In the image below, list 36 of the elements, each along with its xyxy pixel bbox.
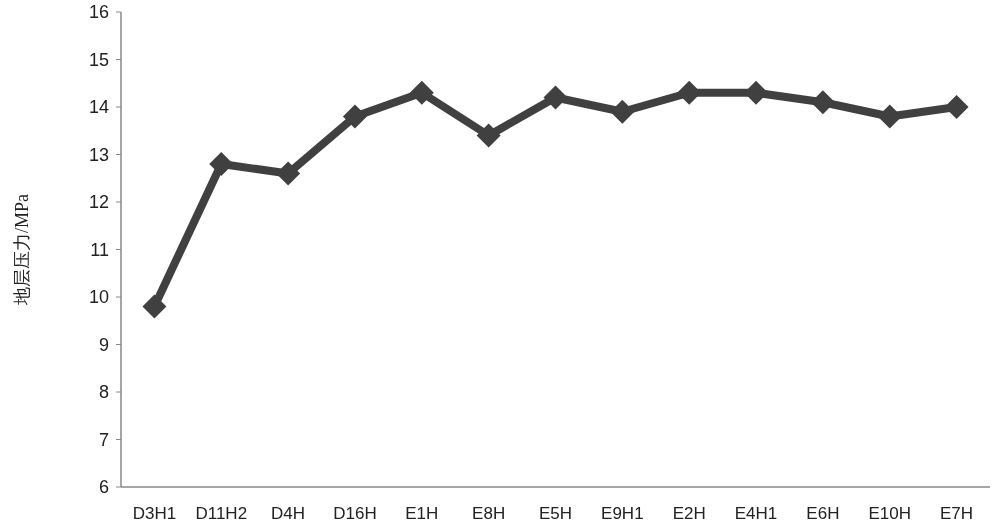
point xyxy=(342,104,367,129)
x-tick-label: E8H xyxy=(472,504,506,523)
y-tick-label: 6 xyxy=(98,477,109,497)
point xyxy=(409,80,434,105)
point xyxy=(877,104,902,129)
y-tick-label: 8 xyxy=(98,382,109,402)
y-tick-label: 11 xyxy=(90,239,109,260)
y-axis-title: 地层压力/MPa xyxy=(12,193,32,307)
point xyxy=(142,294,167,319)
x-tick-label: E6H xyxy=(806,504,840,523)
point xyxy=(276,161,301,186)
point xyxy=(944,95,969,119)
point xyxy=(209,152,234,176)
x-tick-label: D3H1 xyxy=(132,504,177,523)
x-tick-label: E10H xyxy=(868,504,911,523)
y-tick-label: 7 xyxy=(98,429,109,450)
y-tick-label: 15 xyxy=(88,49,109,70)
x-tick-label: E9H1 xyxy=(601,504,644,523)
x-tick-label: D11H2 xyxy=(195,504,248,523)
point xyxy=(543,85,568,110)
x-tick-label: D4H xyxy=(271,504,306,523)
y-tick-label: 12 xyxy=(88,192,109,212)
x-tick-label: E5H xyxy=(538,504,573,523)
x-tick-label: E7H xyxy=(940,504,974,523)
y-tick-label: 13 xyxy=(88,144,109,165)
y-tick-label: 14 xyxy=(88,97,109,117)
x-tick-label: E4H1 xyxy=(734,504,778,523)
x-tick-label: E1H xyxy=(405,504,439,523)
point xyxy=(610,99,635,124)
x-tick-label: D16H xyxy=(333,504,377,523)
y-tick-label: 10 xyxy=(88,287,109,307)
y-tick-label: 16 xyxy=(88,2,109,22)
point xyxy=(476,123,501,148)
x-tick-label: E2H xyxy=(672,504,706,523)
y-tick-label: 9 xyxy=(98,334,109,355)
point xyxy=(810,90,835,115)
